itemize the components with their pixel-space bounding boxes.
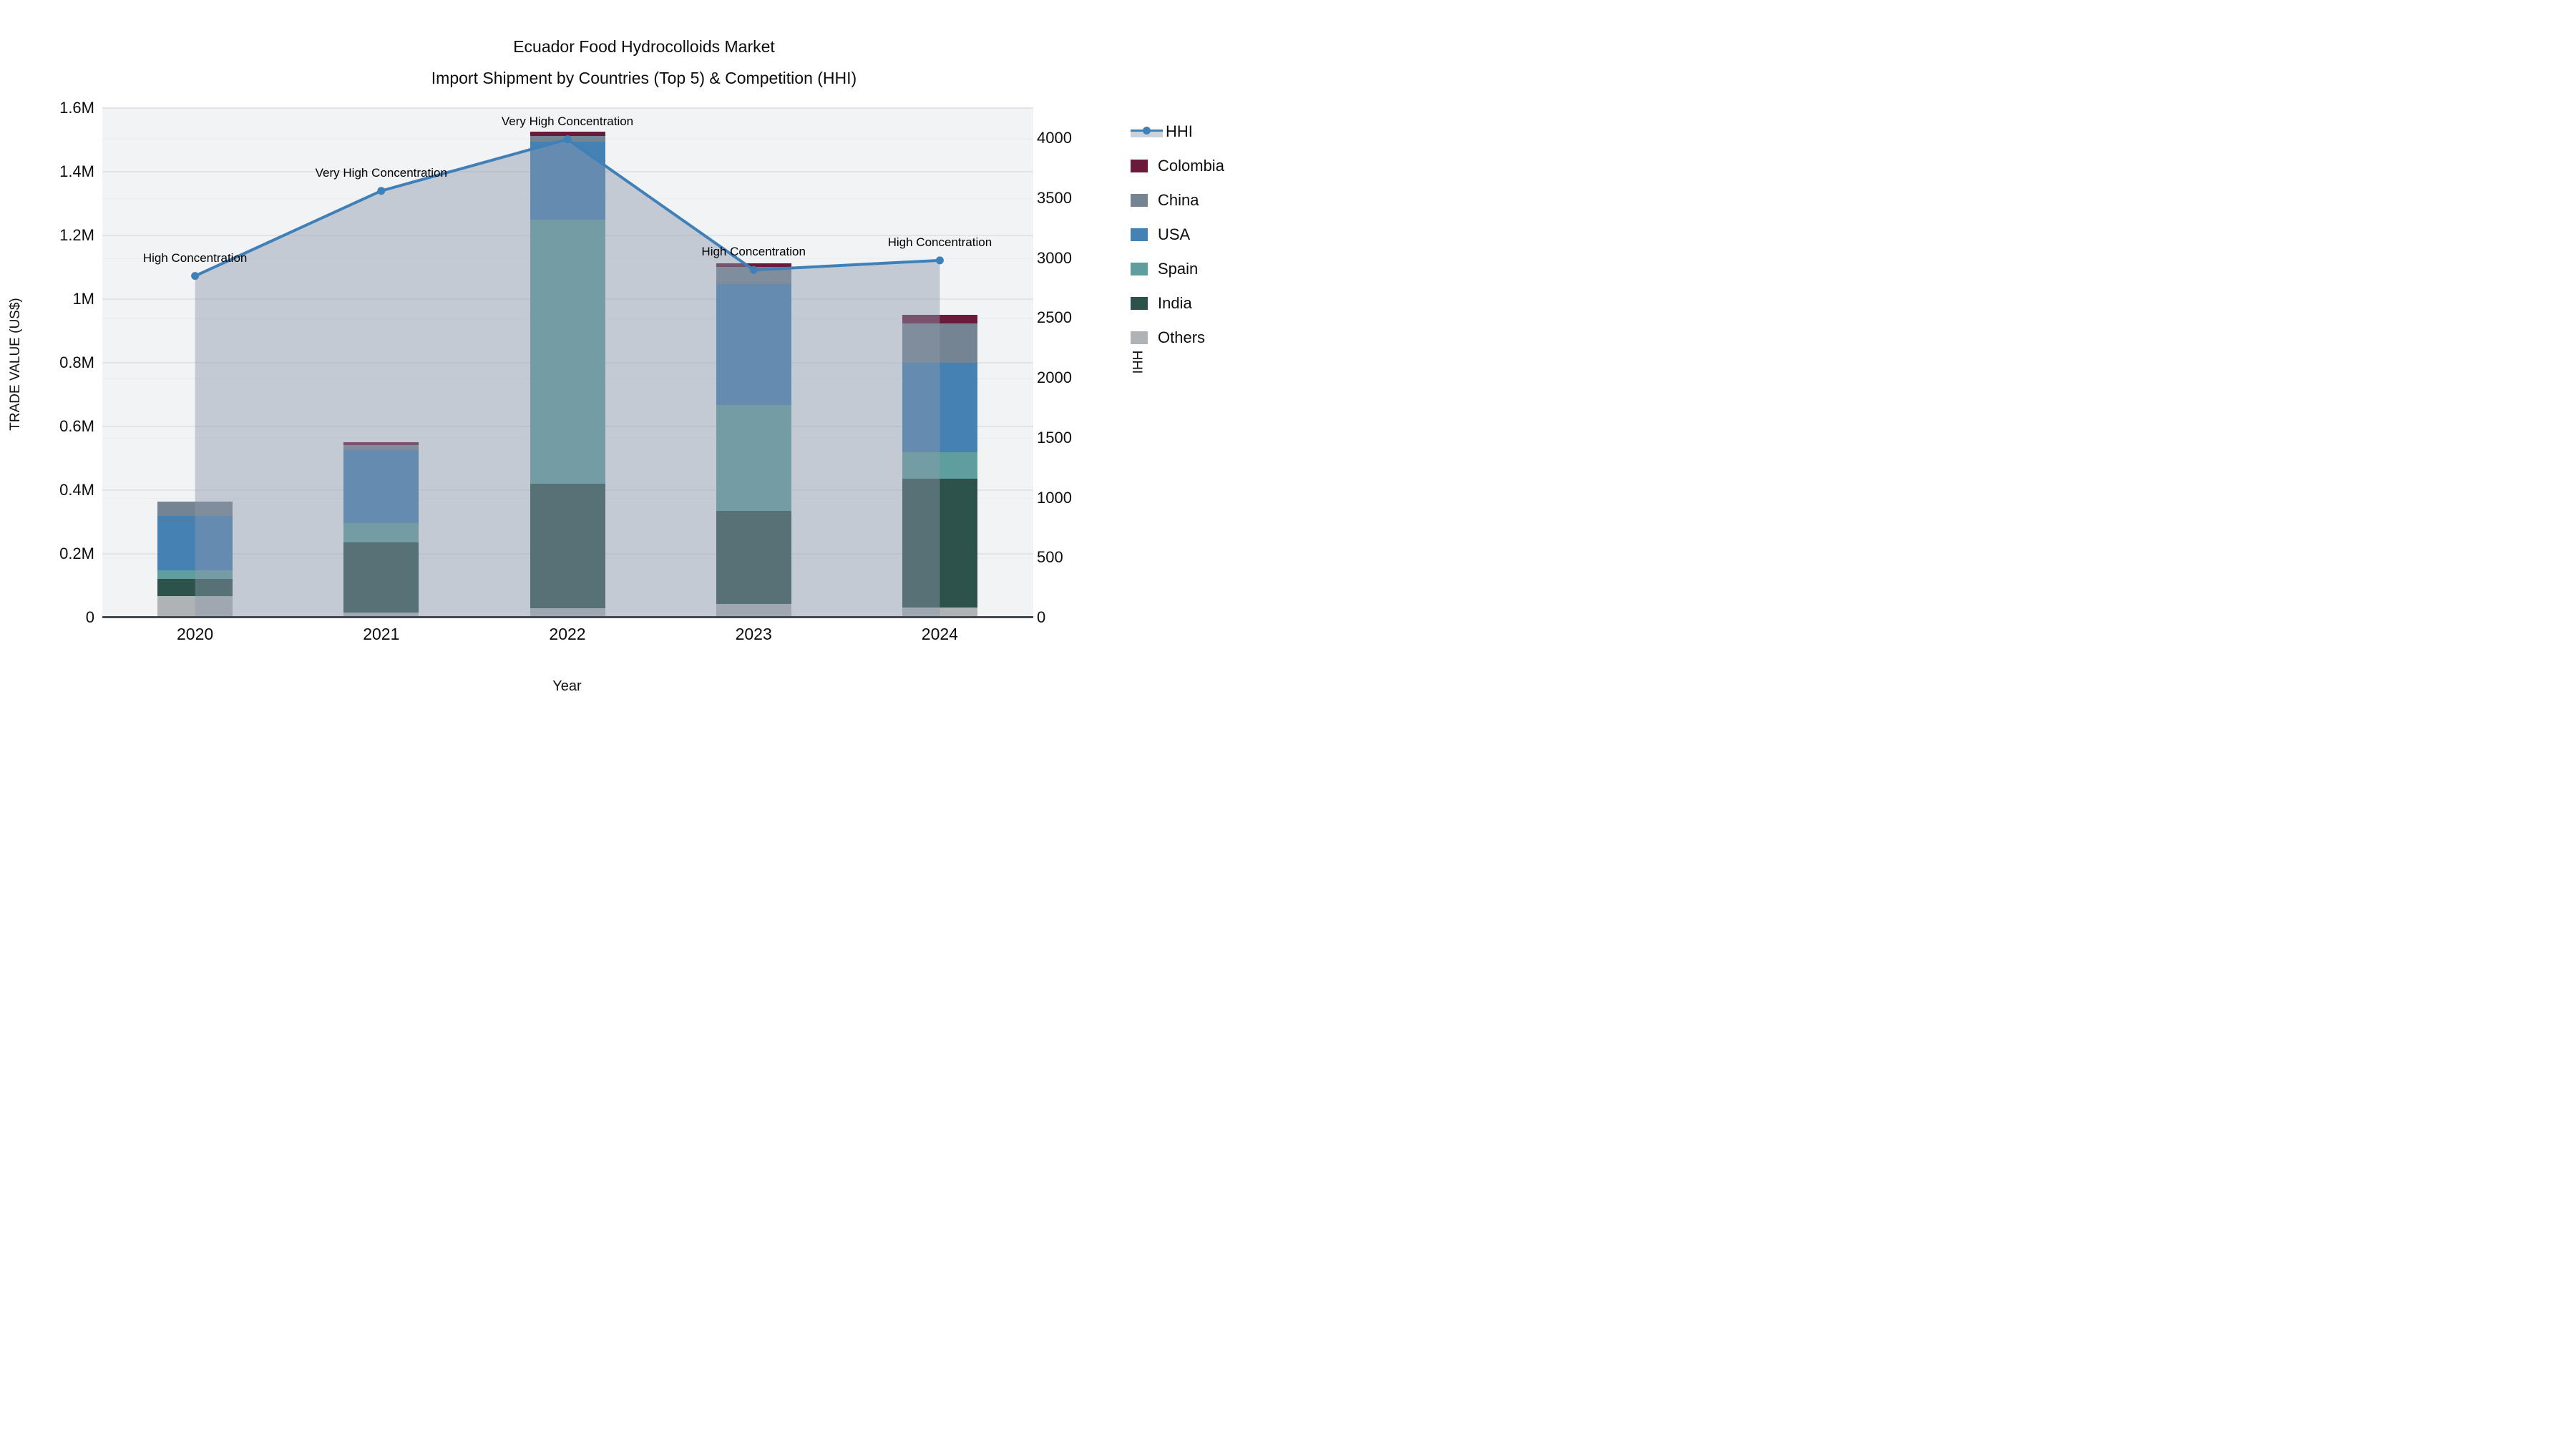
legend-item-hhi[interactable]: HHI xyxy=(1131,114,1193,149)
bar-segment-india-2020[interactable] xyxy=(157,579,233,596)
legend: HHI Colombia China USA Spain India Others xyxy=(1131,114,1288,358)
hhi-marker-sample xyxy=(1143,127,1151,135)
legend-item-spain[interactable]: Spain xyxy=(1131,252,1198,286)
bar-segment-others-2023[interactable] xyxy=(716,603,791,616)
chart-title: Ecuador Food Hydrocolloids Market xyxy=(513,37,775,56)
bar-segment-china-2021[interactable] xyxy=(343,444,419,450)
legend-swatch-others xyxy=(1131,331,1148,344)
legend-label-usa: USA xyxy=(1158,225,1191,243)
bar-segment-spain-2021[interactable] xyxy=(343,523,419,542)
bar-segment-others-2022[interactable] xyxy=(530,608,605,616)
bar-segment-others-2020[interactable] xyxy=(157,595,233,616)
bar-segment-colombia-2022[interactable] xyxy=(530,131,605,137)
hhi-legend-sample-icon xyxy=(1131,125,1163,138)
hhi-marker-2022[interactable] xyxy=(563,135,572,144)
bar-segment-usa-2020[interactable] xyxy=(157,515,233,571)
bar-segment-spain-2023[interactable] xyxy=(716,404,791,511)
hhi-marker-2021[interactable] xyxy=(377,187,386,195)
legend-item-colombia[interactable]: Colombia xyxy=(1131,149,1224,183)
bar-segment-china-2020[interactable] xyxy=(157,502,233,516)
hhi-line-layer xyxy=(191,135,944,617)
hhi-import-chart: Ecuador Food Hydrocolloids Market Import… xyxy=(0,0,1288,725)
bar-segment-india-2022[interactable] xyxy=(530,484,605,608)
bar-segment-usa-2021[interactable] xyxy=(343,449,419,524)
legend-swatch-spain xyxy=(1131,263,1148,275)
x-axis-title: Year xyxy=(552,678,582,694)
bar-segment-china-2024[interactable] xyxy=(902,323,977,364)
bar-segment-india-2024[interactable] xyxy=(902,479,977,608)
bar-segment-usa-2023[interactable] xyxy=(716,284,791,405)
hhi-marker-2024[interactable] xyxy=(935,256,944,265)
legend-label-colombia: Colombia xyxy=(1158,157,1224,175)
legend-swatch-colombia xyxy=(1131,160,1148,172)
legend-item-india[interactable]: India xyxy=(1131,286,1192,321)
hhi-marker-2020[interactable] xyxy=(191,272,200,280)
gridline-left xyxy=(102,107,1033,109)
bar-segment-usa-2024[interactable] xyxy=(902,363,977,453)
bar-segment-spain-2020[interactable] xyxy=(157,570,233,580)
legend-label-spain: Spain xyxy=(1158,260,1199,278)
legend-item-usa[interactable]: USA xyxy=(1131,218,1190,252)
chart-subtitle: Import Shipment by Countries (Top 5) & C… xyxy=(431,69,857,87)
legend-swatch-china xyxy=(1131,194,1148,207)
hhi-marker-2023[interactable] xyxy=(749,265,758,274)
legend-label-hhi: HHI xyxy=(1166,122,1193,140)
legend-swatch-usa xyxy=(1131,228,1148,241)
bar-segment-colombia-2021[interactable] xyxy=(343,442,419,445)
bar-segment-others-2021[interactable] xyxy=(343,612,419,616)
hhi-area-fill xyxy=(195,139,940,617)
bar-segment-others-2024[interactable] xyxy=(902,607,977,616)
bar-segment-spain-2022[interactable] xyxy=(530,219,605,484)
x-axis-line xyxy=(102,616,1033,618)
legend-label-others: Others xyxy=(1158,328,1206,346)
bar-segment-india-2023[interactable] xyxy=(716,510,791,604)
bar-segment-colombia-2023[interactable] xyxy=(716,263,791,267)
legend-label-china: China xyxy=(1158,191,1199,209)
legend-item-china[interactable]: China xyxy=(1131,183,1199,218)
legend-item-others[interactable]: Others xyxy=(1131,321,1205,355)
plot-area xyxy=(102,107,1033,618)
legend-swatch-india xyxy=(1131,297,1148,310)
bar-segment-spain-2024[interactable] xyxy=(902,452,977,479)
bar-segment-india-2021[interactable] xyxy=(343,542,419,613)
bar-segment-colombia-2024[interactable] xyxy=(902,315,977,324)
legend-label-india: India xyxy=(1158,294,1192,312)
bar-segment-usa-2022[interactable] xyxy=(530,141,605,220)
